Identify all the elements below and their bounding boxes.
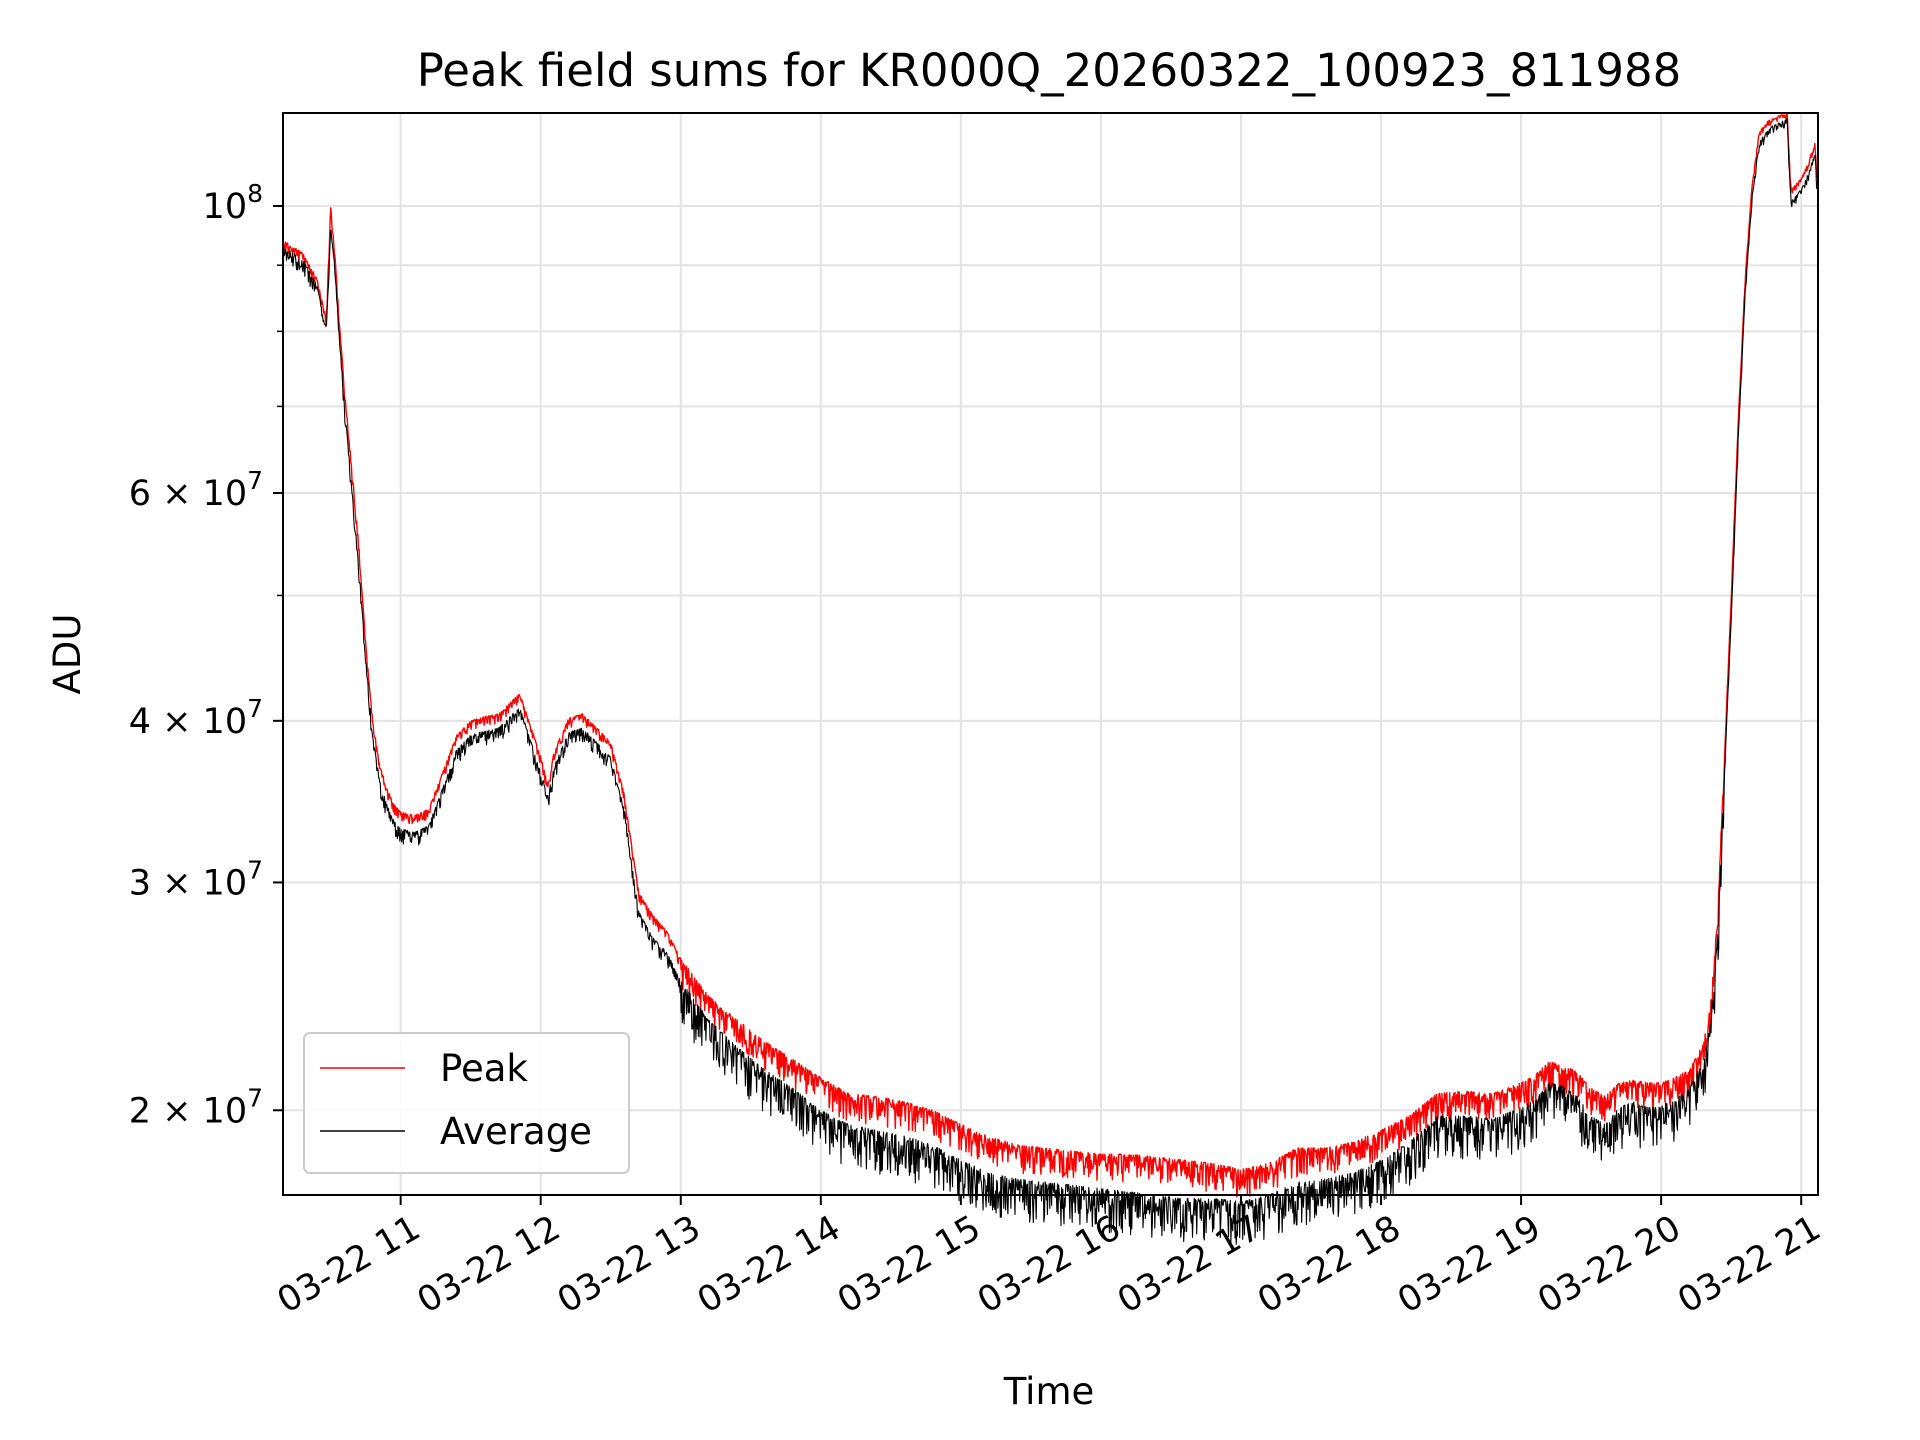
y-tick-label: 108 [203, 179, 263, 227]
y-tick-label: 4 × 107 [129, 694, 263, 742]
grid-layer [283, 113, 1818, 1195]
chart-title: Peak field sums for KR000Q_20260322_1009… [417, 44, 1681, 97]
y-axis-label: ADU [46, 614, 89, 695]
legend-label-peak: Peak [440, 1047, 528, 1090]
series-layer [282, 112, 1818, 1245]
series-line-average [282, 118, 1818, 1245]
y-axis-ticks: 2 × 107 3 × 107 4 × 107 6 × 107 108 [129, 179, 283, 1131]
y-tick-label: 6 × 107 [129, 466, 263, 514]
y-tick-label: 3 × 107 [129, 855, 263, 903]
x-axis-label: Time [1003, 1370, 1095, 1413]
plot-frame [282, 112, 1819, 1196]
legend-label-average: Average [440, 1110, 592, 1153]
legend: Peak Average [303, 1032, 630, 1174]
y-tick-label: 2 × 107 [129, 1083, 263, 1131]
